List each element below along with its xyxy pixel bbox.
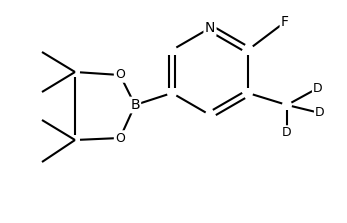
- Text: D: D: [315, 107, 325, 120]
- Text: N: N: [205, 21, 215, 35]
- Text: O: O: [115, 132, 125, 145]
- Text: D: D: [282, 126, 292, 140]
- Text: B: B: [130, 98, 140, 112]
- Text: F: F: [281, 15, 289, 29]
- Text: O: O: [115, 68, 125, 81]
- Text: D: D: [313, 81, 323, 95]
